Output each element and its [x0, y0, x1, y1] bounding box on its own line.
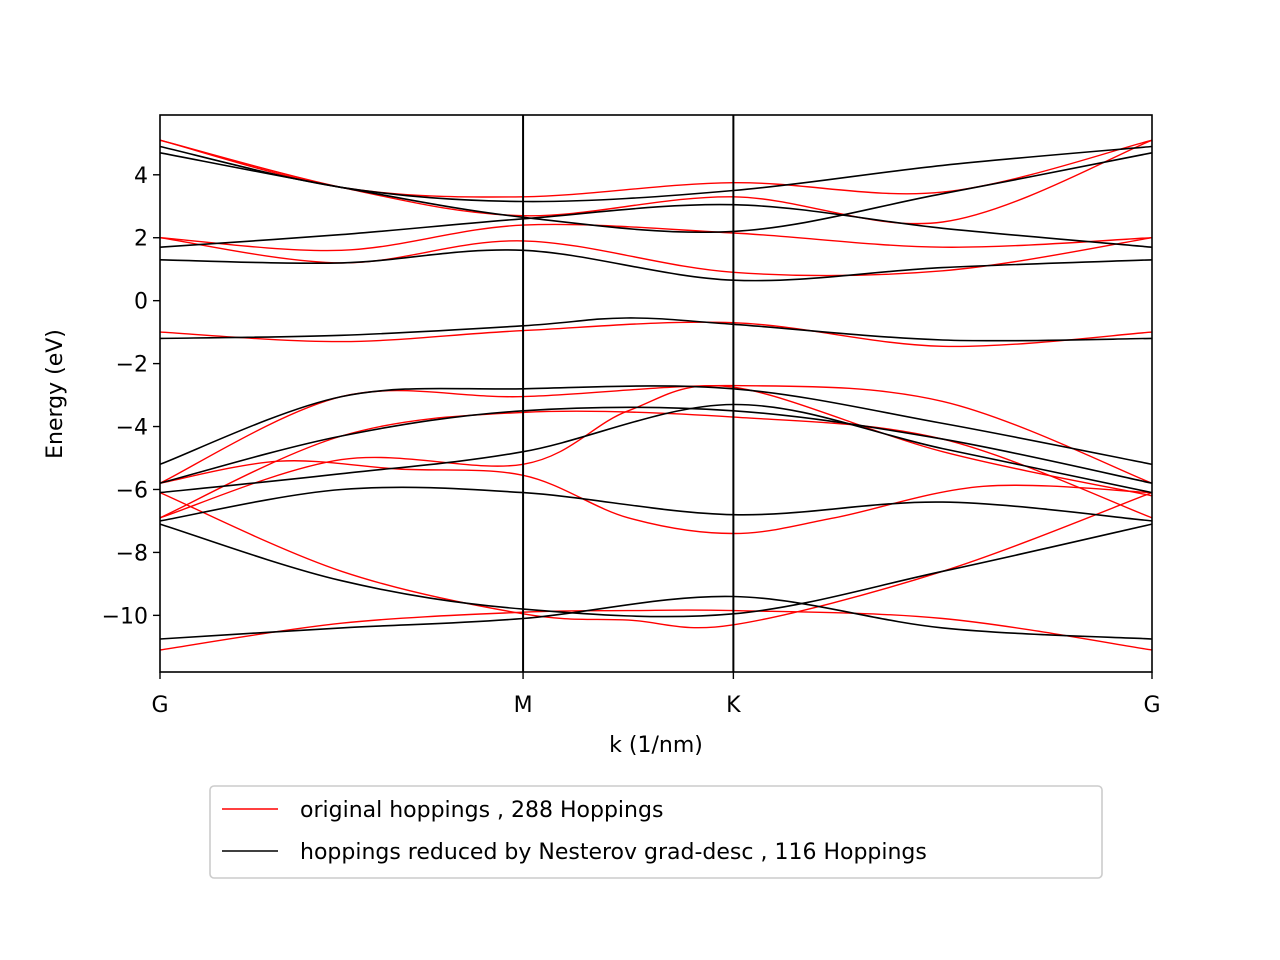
legend: original hoppings , 288 Hoppings hopping… [209, 785, 1103, 879]
y-tick-label: −8 [116, 541, 148, 566]
y-tick-label: −4 [116, 416, 148, 441]
y-tick-label: −2 [116, 353, 148, 378]
y-tick-label: 0 [134, 290, 148, 315]
original-band-11 [159, 139, 1153, 198]
high-symmetry-lines [522, 115, 735, 672]
y-tick-label: 2 [134, 227, 148, 252]
original-band-5 [159, 410, 1153, 519]
reduced-band-4 [159, 403, 1153, 494]
reduced-band-8 [159, 249, 1153, 282]
y-axis-label: Energy (eV) [43, 329, 68, 459]
x-tick-label: G [151, 693, 168, 718]
x-tick-label: M [514, 693, 533, 718]
series-reduced [159, 145, 1153, 640]
reduced-band-6 [159, 385, 1153, 466]
bands-layer [159, 139, 1153, 651]
original-band-9 [159, 223, 1153, 252]
x-tick-label: G [1143, 693, 1160, 718]
original-band-3 [159, 460, 1153, 535]
reduced-band-2 [159, 523, 1153, 618]
legend-box [209, 785, 1103, 879]
reduced-band-1 [159, 595, 1153, 640]
plot-frame [159, 114, 1153, 673]
reduced-band-10 [159, 152, 1153, 234]
reduced-band-9 [159, 203, 1153, 248]
series-original [159, 139, 1153, 651]
reduced-band-11 [159, 145, 1153, 203]
original-band-6 [159, 384, 1153, 484]
reduced-band-3 [159, 486, 1153, 522]
original-band-2 [159, 491, 1153, 629]
legend-label-reduced: hoppings reduced by Nesterov grad-desc ,… [300, 840, 927, 865]
y-axis-ticks: 4 2 0 −2 −4 −6 −8 −10 [102, 164, 160, 629]
x-axis-label: k (1/nm) [609, 733, 703, 758]
x-tick-label: K [726, 693, 741, 718]
original-band-4 [159, 385, 1153, 519]
original-band-7 [159, 321, 1153, 348]
reduced-band-5 [159, 406, 1153, 484]
y-tick-label: 4 [134, 164, 148, 189]
legend-label-original: original hoppings , 288 Hoppings [300, 798, 663, 823]
original-band-1 [159, 609, 1153, 651]
y-tick-label: −10 [102, 604, 148, 629]
y-tick-label: −6 [116, 478, 148, 503]
reduced-band-7 [159, 317, 1153, 342]
original-band-8 [159, 237, 1153, 277]
